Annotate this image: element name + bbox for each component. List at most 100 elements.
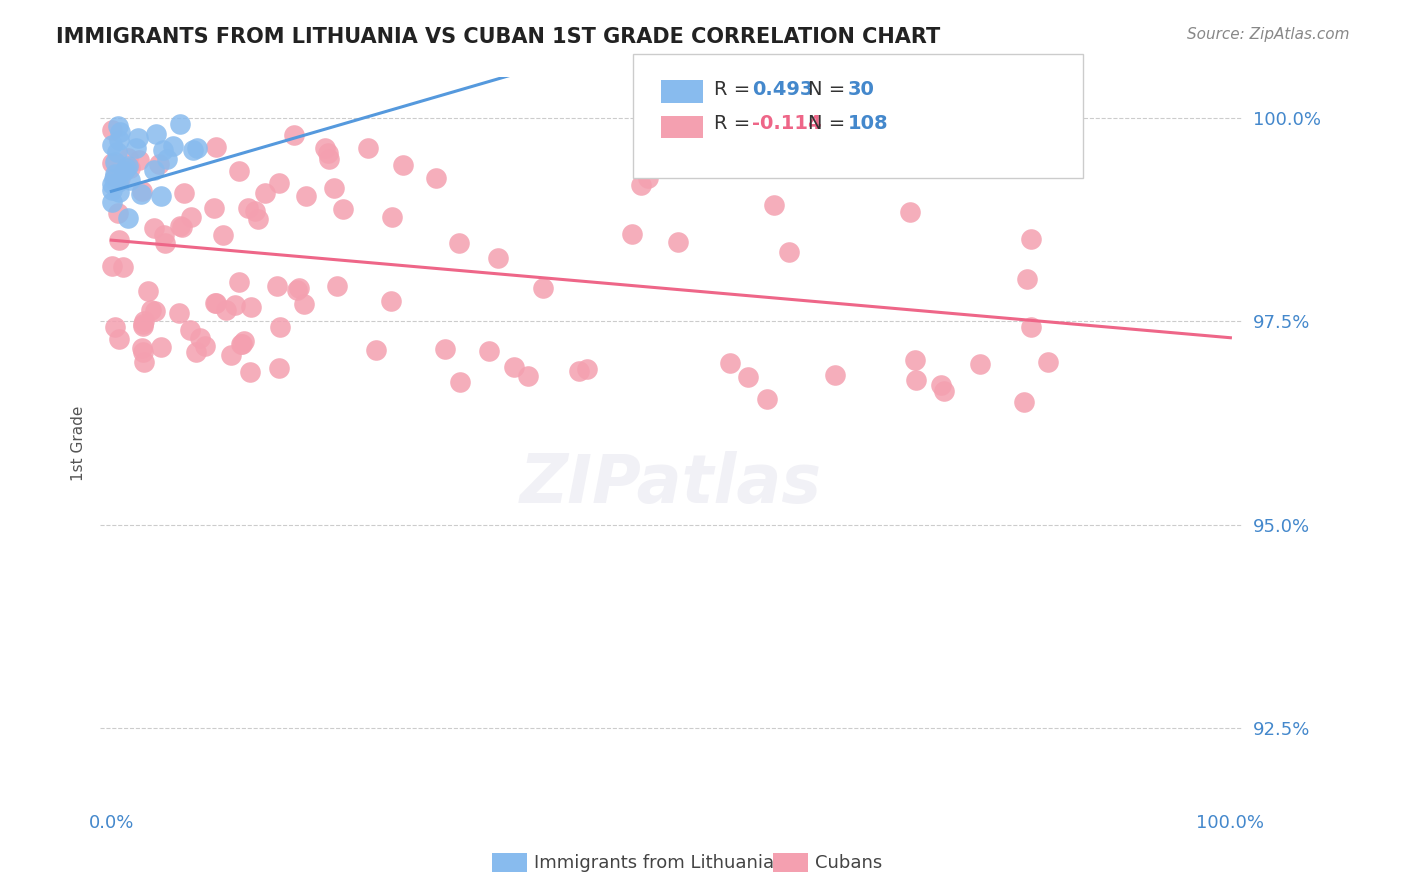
Point [180,211,202,225]
Point [231,337,253,351]
Text: Immigrants from Lithuania: Immigrants from Lithuania [534,854,775,871]
Point [139,303,162,318]
Point [224,298,246,312]
Point [211,228,233,243]
Point [105,145,128,160]
Point [969,357,991,371]
Text: R =: R = [714,79,756,99]
Point [380,294,402,309]
Point [215,303,238,318]
Point [205,140,228,154]
Point [125,141,148,155]
Point [149,340,172,354]
Point [132,314,155,328]
Point [152,143,174,157]
Point [131,184,153,198]
Point [156,152,179,166]
Point [162,139,184,153]
Point [112,164,135,178]
Point [425,171,447,186]
Point [357,141,380,155]
Text: R =: R = [714,113,756,133]
Point [108,185,131,199]
Point [318,152,340,166]
Point [219,348,242,362]
Point [205,296,228,310]
Point [104,169,127,184]
Point [238,201,260,215]
Point [186,345,208,359]
Text: -0.114: -0.114 [752,113,823,133]
Point [136,284,159,298]
Point [898,205,921,219]
Point [763,198,786,212]
Point [904,353,927,368]
Point [575,362,598,376]
Point [620,227,643,241]
Point [194,339,217,353]
Point [531,281,554,295]
Text: Source: ZipAtlas.com: Source: ZipAtlas.com [1187,27,1350,42]
Point [131,341,153,355]
Point [323,181,346,195]
Point [1012,394,1035,409]
Point [285,284,308,298]
Point [148,157,170,171]
Point [169,117,191,131]
Point [127,131,149,145]
Point [666,235,689,249]
Point [326,279,349,293]
Point [170,220,193,235]
Point [104,167,127,181]
Point [117,159,139,173]
Point [118,161,141,176]
Point [143,303,166,318]
Point [107,206,129,220]
Point [103,172,125,186]
Point [332,202,354,216]
Point [129,186,152,201]
Point [391,158,413,172]
Point [145,127,167,141]
Text: ZIPatlas: ZIPatlas [520,451,823,517]
Point [188,331,211,345]
Point [253,186,276,200]
Point [108,332,131,346]
Point [117,211,139,225]
Point [228,164,250,178]
Point [101,259,124,273]
Point [1021,232,1043,246]
Point [366,343,388,358]
Point [778,245,800,260]
Point [502,359,524,374]
Point [233,334,256,348]
Point [104,320,127,334]
Point [295,189,318,203]
Point [269,176,291,190]
Point [128,153,150,167]
Point [131,345,153,359]
Point [117,151,139,165]
Point [101,183,124,197]
Point [179,323,201,337]
Point [204,295,226,310]
Point [228,275,250,289]
Point [101,123,124,137]
Point [283,128,305,143]
Point [239,365,262,379]
Point [108,170,131,185]
Point [229,336,252,351]
Text: N =: N = [808,79,852,99]
Point [316,145,339,160]
Point [267,361,290,376]
Point [134,355,156,369]
Point [516,368,538,383]
Point [173,186,195,200]
Point [932,384,955,398]
Text: 30: 30 [848,79,875,99]
Point [149,189,172,203]
Point [314,140,336,154]
Point [449,376,471,390]
Point [104,155,127,169]
Y-axis label: 1st Grade: 1st Grade [72,406,86,481]
